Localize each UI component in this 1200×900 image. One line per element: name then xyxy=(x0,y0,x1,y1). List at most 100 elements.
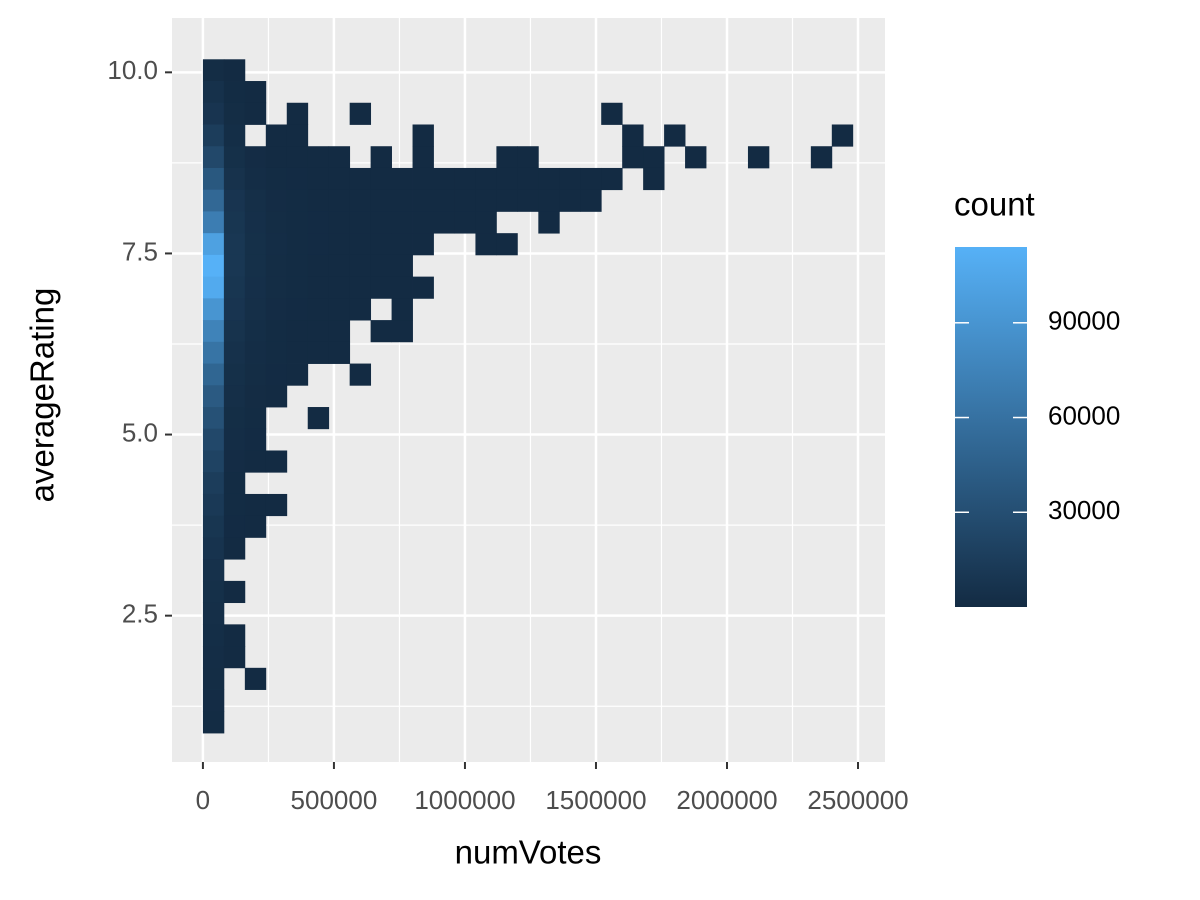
bin-cell xyxy=(244,667,267,690)
bin-cell xyxy=(601,167,623,191)
bin-cell xyxy=(328,233,351,256)
bin-cell xyxy=(475,167,497,191)
bin-cell xyxy=(223,276,246,299)
bin-cell xyxy=(223,189,246,212)
bin-cell xyxy=(412,167,434,191)
bin-cell xyxy=(391,167,413,191)
bin-cell xyxy=(202,146,225,169)
y-axis-title: averageRating xyxy=(24,288,61,503)
bin-cell xyxy=(202,81,225,104)
bin-cell xyxy=(286,363,309,386)
bin-cell xyxy=(433,211,455,234)
bin-cell xyxy=(391,211,413,234)
bin-cell xyxy=(244,81,267,104)
bin-cell xyxy=(307,167,330,191)
bin-cell xyxy=(370,254,392,278)
bin-cell xyxy=(664,124,686,147)
bin-cell xyxy=(223,254,246,278)
bin-cell xyxy=(475,211,497,234)
bin-cell xyxy=(265,189,288,212)
bin-cell xyxy=(202,450,225,473)
bin-cell xyxy=(286,320,309,343)
bin-cell xyxy=(538,189,560,212)
bin-cell xyxy=(412,233,434,256)
bin-cell xyxy=(265,385,288,408)
bin-cell xyxy=(685,146,707,169)
bin-cell xyxy=(202,472,225,495)
bin-cell xyxy=(223,233,246,256)
bin-cell xyxy=(202,624,225,647)
bin-cell xyxy=(454,211,476,234)
bin-cell xyxy=(202,189,225,212)
bin-cell xyxy=(202,407,225,430)
bin-cell xyxy=(265,320,288,343)
bin-cell xyxy=(244,450,267,473)
bin-cell xyxy=(202,515,225,538)
bin-cell xyxy=(559,189,581,212)
bin-cell xyxy=(265,146,288,169)
bin-cell xyxy=(202,59,225,82)
bin-cell xyxy=(328,254,351,278)
bin-cell xyxy=(538,211,560,234)
bin-cell xyxy=(517,189,539,212)
y-tick-label: 7.5 xyxy=(122,236,158,266)
bin-cell xyxy=(244,211,267,234)
bin-cell xyxy=(223,407,246,430)
bin-cell xyxy=(202,602,225,625)
bin-cell xyxy=(307,341,330,364)
bin-cell xyxy=(496,146,518,169)
x-tick-label: 500000 xyxy=(291,785,378,815)
bin-cell xyxy=(307,407,330,430)
bin-cell xyxy=(223,624,246,647)
bin-cell xyxy=(265,211,288,234)
bin-cell xyxy=(244,298,267,321)
legend-label: 60000 xyxy=(1048,400,1120,430)
bin-cell xyxy=(202,580,225,604)
bin-cell xyxy=(307,320,330,343)
y-tick-label: 5.0 xyxy=(122,417,158,447)
bin-cell xyxy=(265,233,288,256)
bin-cell xyxy=(223,341,246,364)
bin-cell xyxy=(223,580,246,604)
bin-cell xyxy=(307,298,330,321)
bin-cell xyxy=(202,537,225,560)
bin-cell xyxy=(433,167,455,191)
bin-cell xyxy=(286,211,309,234)
bin-cell xyxy=(286,124,309,147)
bin-cell xyxy=(202,689,225,712)
bin-cell xyxy=(286,298,309,321)
bin-cell xyxy=(391,233,413,256)
bin-cell xyxy=(475,233,497,256)
bin-cell xyxy=(328,298,351,321)
bin-cell xyxy=(286,254,309,278)
bin-cell xyxy=(349,102,372,125)
bin-cell xyxy=(202,363,225,386)
legend-label: 90000 xyxy=(1048,306,1120,336)
bin-cell xyxy=(265,124,288,147)
bin-cell xyxy=(538,167,560,191)
bin-cell xyxy=(202,276,225,299)
bin-cell xyxy=(223,515,246,538)
bin-cell xyxy=(307,276,330,299)
bin-cell xyxy=(265,298,288,321)
bin-cell xyxy=(370,189,392,212)
bin-cell xyxy=(265,276,288,299)
bin-cell xyxy=(370,320,392,343)
legend-label: 30000 xyxy=(1048,495,1120,525)
bin-cell xyxy=(622,124,644,147)
bin-cell xyxy=(265,363,288,386)
x-tick-label: 2500000 xyxy=(807,785,908,815)
bin-cell xyxy=(328,320,351,343)
bin-cell xyxy=(223,537,246,560)
bin-cell xyxy=(622,146,644,169)
bin-cell xyxy=(412,211,434,234)
bin-cell xyxy=(202,667,225,690)
bin-cell xyxy=(349,211,372,234)
bin-cell xyxy=(223,646,246,669)
bin-cell xyxy=(223,493,246,517)
bin-cell xyxy=(202,298,225,321)
bin-cell xyxy=(223,59,246,82)
bin-cell xyxy=(370,167,392,191)
bin-cell xyxy=(391,320,413,343)
